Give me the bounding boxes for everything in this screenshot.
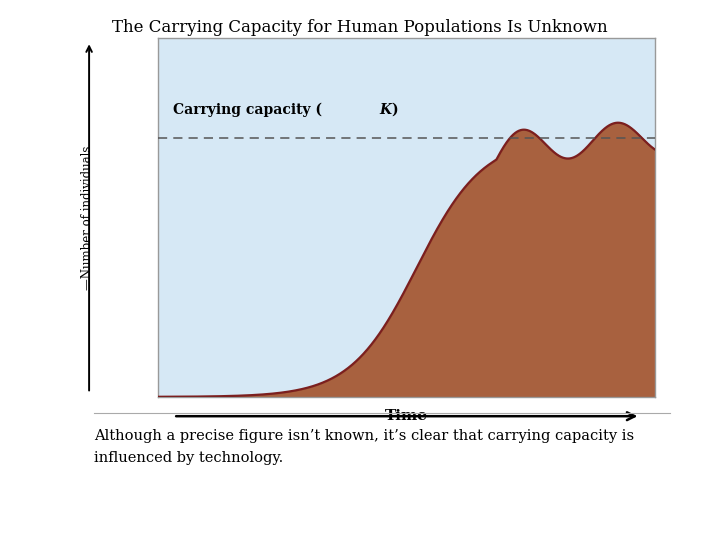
Text: ): ) — [391, 103, 397, 117]
Text: K: K — [379, 103, 392, 117]
Text: The Carrying Capacity for Human Populations Is Unknown: The Carrying Capacity for Human Populati… — [112, 19, 608, 36]
Text: influenced by technology.: influenced by technology. — [94, 451, 283, 465]
Text: Although a precise figure isn’t known, it’s clear that carrying capacity is: Although a precise figure isn’t known, i… — [94, 429, 634, 443]
Text: —Number of individuals: —Number of individuals — [81, 145, 94, 289]
Text: Time: Time — [385, 409, 428, 423]
Text: Carrying capacity (: Carrying capacity ( — [174, 103, 323, 117]
